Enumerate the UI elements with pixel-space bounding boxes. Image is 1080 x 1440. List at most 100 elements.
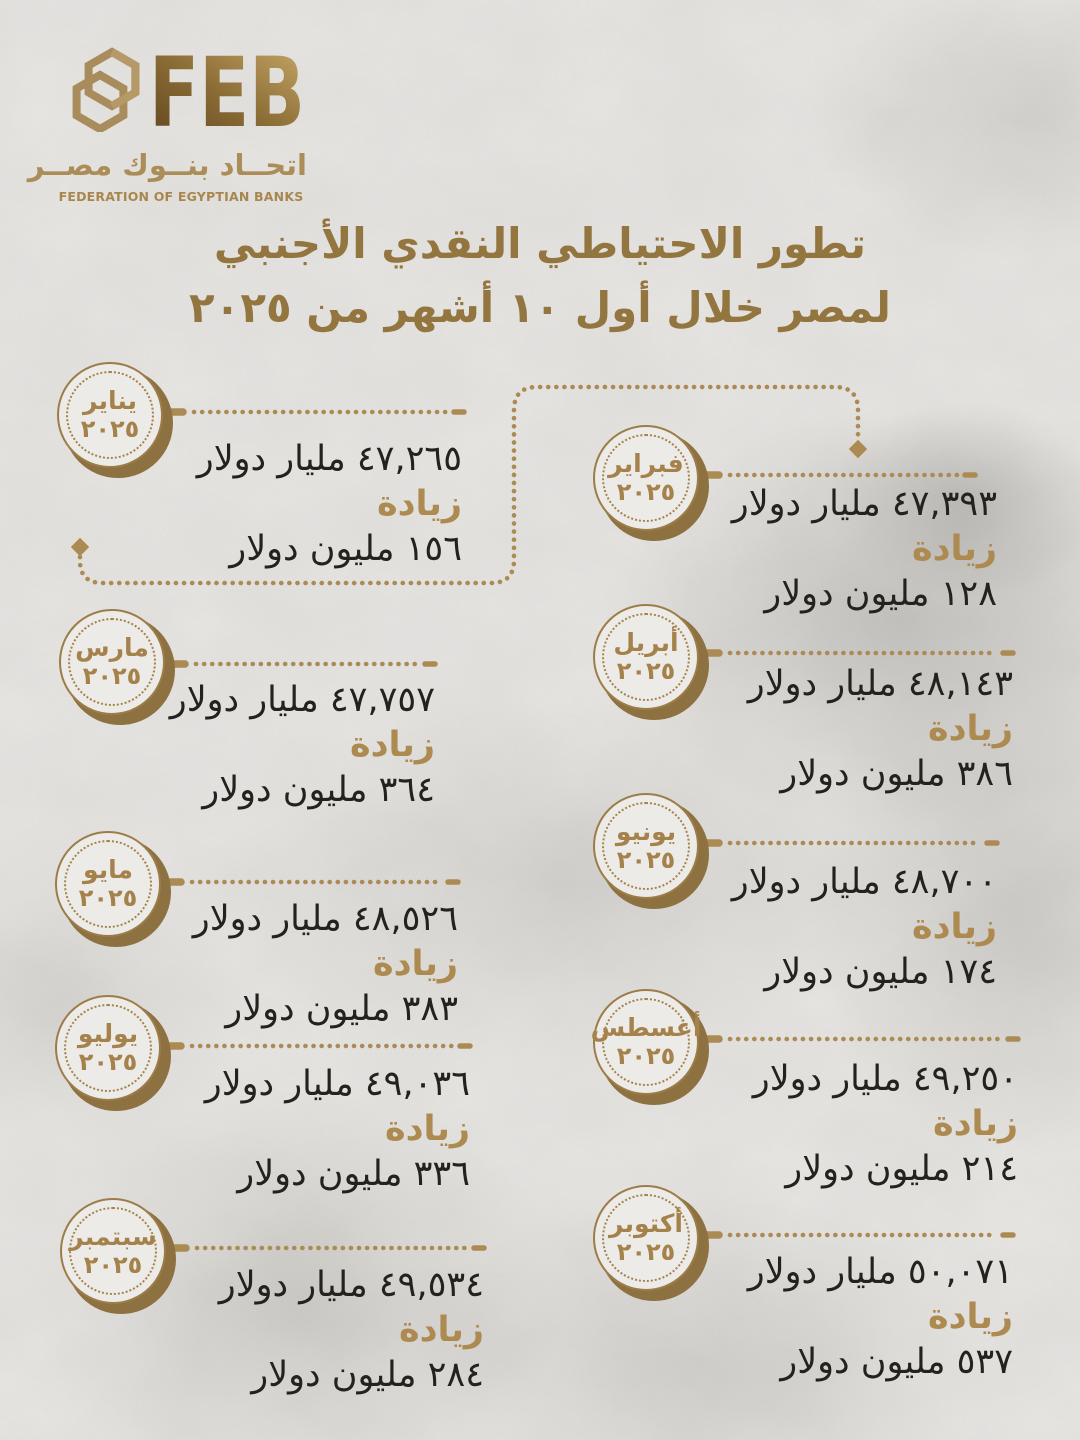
change-value: ١٥٦ مليون دولار bbox=[229, 529, 462, 569]
connector-pin-end bbox=[848, 439, 868, 459]
month-badge-circle bbox=[593, 989, 699, 1095]
month-badge-october: أكتوبر ٢٠٢٥ bbox=[593, 1185, 709, 1301]
change-value: ٢٨٤ مليون دولار bbox=[251, 1355, 484, 1395]
month-badge-july: يوليو ٢٠٢٥ bbox=[55, 995, 171, 1111]
month-year: ٢٠٢٥ bbox=[616, 478, 676, 506]
month-name: يونيو bbox=[615, 817, 677, 846]
month-badge-february: فبراير ٢٠٢٥ bbox=[593, 425, 709, 541]
change-label: زيادة bbox=[384, 1109, 470, 1149]
change-label: زيادة bbox=[927, 1297, 1013, 1337]
month-year: ٢٠٢٥ bbox=[83, 1251, 143, 1279]
brand-name-english: FEDERATION OF EGYPTIAN BANKS bbox=[58, 189, 304, 204]
month-badge-label: مايو ٢٠٢٥ bbox=[55, 831, 161, 937]
month-entry-february: ٤٧,٣٩٣ مليار دولار زيادة ١٢٨ مليون دولار bbox=[567, 482, 997, 617]
month-badge-label: سبتمبر ٢٠٢٥ bbox=[60, 1198, 166, 1304]
month-year: ٢٠٢٥ bbox=[78, 884, 138, 912]
month-name: أبريل bbox=[613, 628, 679, 657]
month-year: ٢٠٢٥ bbox=[78, 1048, 138, 1076]
brand-name-arabic: اتحــاد بنــوك مصــر bbox=[27, 148, 307, 182]
change-value: ٣٨٦ مليون دولار bbox=[780, 754, 1013, 794]
month-name: يناير bbox=[83, 386, 137, 415]
change-value: ١٢٨ مليون دولار bbox=[764, 574, 997, 614]
month-badge-january: يناير ٢٠٢٥ bbox=[57, 362, 173, 478]
month-badge-circle bbox=[55, 995, 161, 1101]
month-badge-circle bbox=[593, 604, 699, 710]
month-badge-circle bbox=[57, 362, 163, 468]
month-badge-circle bbox=[593, 793, 699, 899]
month-entry-august: ٤٩,٢٥٠ مليار دولار زيادة ٢١٤ مليون دولار bbox=[588, 1057, 1018, 1192]
page-title-line2: لمصر خلال أول ١٠ أشهر من ٢٠٢٥ bbox=[189, 283, 891, 332]
month-entry-may: ٤٨,٥٢٦ مليار دولار زيادة ٣٨٣ مليون دولار bbox=[28, 897, 458, 1032]
month-badge-may: مايو ٢٠٢٥ bbox=[55, 831, 171, 947]
month-year: ٢٠٢٥ bbox=[80, 415, 140, 443]
month-badge-circle bbox=[59, 609, 165, 715]
reserve-value: ٤٩,٥٣٤ مليار دولار bbox=[218, 1265, 484, 1305]
month-badge-april: أبريل ٢٠٢٥ bbox=[593, 604, 709, 720]
month-name: يوليو bbox=[77, 1019, 139, 1048]
month-entry-march: ٤٧,٧٥٧ مليار دولار زيادة ٣٦٤ مليون دولار bbox=[5, 678, 435, 813]
month-badge-label: يوليو ٢٠٢٥ bbox=[55, 995, 161, 1101]
month-badge-circle bbox=[593, 1185, 699, 1291]
change-value: ٣٦٤ مليون دولار bbox=[202, 770, 435, 810]
month-badge-label: أغسطس ٢٠٢٥ bbox=[590, 989, 702, 1095]
month-badge-circle bbox=[55, 831, 161, 937]
feb-wordmark: FEB bbox=[149, 40, 305, 140]
change-label: زيادة bbox=[372, 944, 458, 984]
month-badge-label: مارس ٢٠٢٥ bbox=[59, 609, 165, 715]
reserve-value: ٤٨,٥٢٦ مليار دولار bbox=[192, 899, 458, 939]
month-badge-label: يناير ٢٠٢٥ bbox=[57, 362, 163, 468]
change-value: ٢١٤ مليون دولار bbox=[785, 1149, 1018, 1189]
change-label: زيادة bbox=[927, 709, 1013, 749]
feb-wordmark-text: FEB bbox=[149, 40, 305, 140]
month-entry-september: ٤٩,٥٣٤ مليار دولار زيادة ٢٨٤ مليون دولار bbox=[54, 1263, 484, 1398]
change-value: ١٧٤ مليون دولار bbox=[764, 952, 997, 992]
change-label: زيادة bbox=[349, 725, 435, 765]
reserve-value: ٤٧,٢٦٥ مليار دولار bbox=[196, 439, 462, 479]
reserve-value: ٤٨,١٤٣ مليار دولار bbox=[747, 664, 1013, 704]
month-badge-label: فبراير ٢٠٢٥ bbox=[593, 425, 699, 531]
reserve-value: ٤٩,٠٣٦ مليار دولار bbox=[204, 1064, 470, 1104]
feb-logo: FEB اتحــاد بنــوك مصــر FEDERATION OF E… bbox=[28, 38, 307, 204]
reserve-value: ٤٧,٧٥٧ مليار دولار bbox=[169, 680, 435, 720]
month-entry-january: ٤٧,٢٦٥ مليار دولار زيادة ١٥٦ مليون دولار bbox=[32, 437, 462, 572]
change-value: ٣٨٣ مليون دولار bbox=[225, 989, 458, 1029]
month-name: مارس bbox=[75, 633, 149, 662]
month-name: سبتمبر bbox=[69, 1222, 157, 1251]
month-year: ٢٠٢٥ bbox=[616, 846, 676, 874]
month-badge-june: يونيو ٢٠٢٥ bbox=[593, 793, 709, 909]
month-entry-april: ٤٨,١٤٣ مليار دولار زيادة ٣٨٦ مليون دولار bbox=[583, 662, 1013, 797]
month-badge-label: يونيو ٢٠٢٥ bbox=[593, 793, 699, 899]
month-name: فبراير bbox=[608, 449, 684, 478]
month-name: أكتوبر bbox=[609, 1209, 683, 1238]
feb-hexagons-icon bbox=[72, 47, 140, 132]
reserve-value: ٤٧,٣٩٣ مليار دولار bbox=[731, 484, 997, 524]
change-value: ٥٣٧ مليون دولار bbox=[780, 1342, 1013, 1382]
month-badge-circle bbox=[593, 425, 699, 531]
month-year: ٢٠٢٥ bbox=[616, 1238, 676, 1266]
page-title-line1: تطور الاحتياطي النقدي الأجنبي bbox=[213, 219, 867, 268]
month-badge-circle bbox=[60, 1198, 166, 1304]
month-badge-march: مارس ٢٠٢٥ bbox=[59, 609, 175, 725]
change-value: ٣٣٦ مليون دولار bbox=[237, 1154, 470, 1194]
reserve-value: ٤٩,٢٥٠ مليار دولار bbox=[752, 1059, 1018, 1099]
month-entry-july: ٤٩,٠٣٦ مليار دولار زيادة ٣٣٦ مليون دولار bbox=[40, 1062, 470, 1197]
month-badge-september: سبتمبر ٢٠٢٥ bbox=[60, 1198, 176, 1314]
page-title: تطور الاحتياطي النقدي الأجنبي لمصر خلال … bbox=[0, 212, 1080, 340]
reserve-value: ٤٨,٧٠٠ مليار دولار bbox=[731, 862, 997, 902]
change-label: زيادة bbox=[911, 529, 997, 569]
change-label: زيادة bbox=[911, 907, 997, 947]
month-entry-october: ٥٠,٠٧١ مليار دولار زيادة ٥٣٧ مليون دولار bbox=[583, 1250, 1013, 1385]
change-label: زيادة bbox=[398, 1310, 484, 1350]
month-year: ٢٠٢٥ bbox=[616, 1042, 676, 1070]
change-label: زيادة bbox=[932, 1104, 1018, 1144]
change-label: زيادة bbox=[376, 484, 462, 524]
month-entry-june: ٤٨,٧٠٠ مليار دولار زيادة ١٧٤ مليون دولار bbox=[567, 860, 997, 995]
month-year: ٢٠٢٥ bbox=[616, 657, 676, 685]
month-badge-label: أكتوبر ٢٠٢٥ bbox=[593, 1185, 699, 1291]
month-name: مايو bbox=[83, 855, 133, 884]
month-name: أغسطس bbox=[590, 1013, 702, 1042]
month-badge-august: أغسطس ٢٠٢٥ bbox=[590, 989, 709, 1105]
reserve-value: ٥٠,٠٧١ مليار دولار bbox=[747, 1252, 1013, 1292]
month-badge-label: أبريل ٢٠٢٥ bbox=[593, 604, 699, 710]
